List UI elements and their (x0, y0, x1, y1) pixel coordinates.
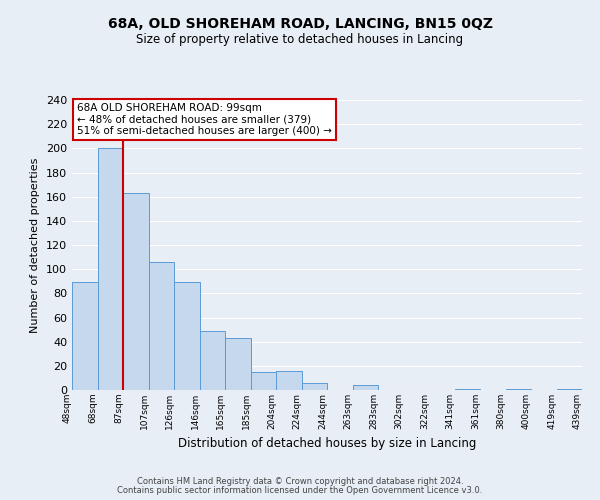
Bar (505, 389, 531, 390)
Bar (276, 370, 302, 390)
Bar (455, 389, 480, 390)
Bar (251, 372, 276, 390)
Text: Contains HM Land Registry data © Crown copyright and database right 2024.: Contains HM Land Registry data © Crown c… (137, 477, 463, 486)
Bar (199, 331, 225, 390)
X-axis label: Distribution of detached houses by size in Lancing: Distribution of detached houses by size … (178, 438, 476, 450)
Bar (72, 282, 97, 390)
Bar (123, 193, 149, 390)
Bar (302, 383, 327, 390)
Bar (149, 262, 174, 390)
Bar (353, 385, 378, 390)
Bar (174, 282, 199, 390)
Text: 68A OLD SHOREHAM ROAD: 99sqm
← 48% of detached houses are smaller (379)
51% of s: 68A OLD SHOREHAM ROAD: 99sqm ← 48% of de… (77, 103, 332, 136)
Text: Contains public sector information licensed under the Open Government Licence v3: Contains public sector information licen… (118, 486, 482, 495)
Text: Size of property relative to detached houses in Lancing: Size of property relative to detached ho… (136, 32, 464, 46)
Y-axis label: Number of detached properties: Number of detached properties (31, 158, 40, 332)
Bar (557, 389, 582, 390)
Bar (225, 338, 251, 390)
Bar (97, 148, 123, 390)
Text: 68A, OLD SHOREHAM ROAD, LANCING, BN15 0QZ: 68A, OLD SHOREHAM ROAD, LANCING, BN15 0Q… (107, 18, 493, 32)
